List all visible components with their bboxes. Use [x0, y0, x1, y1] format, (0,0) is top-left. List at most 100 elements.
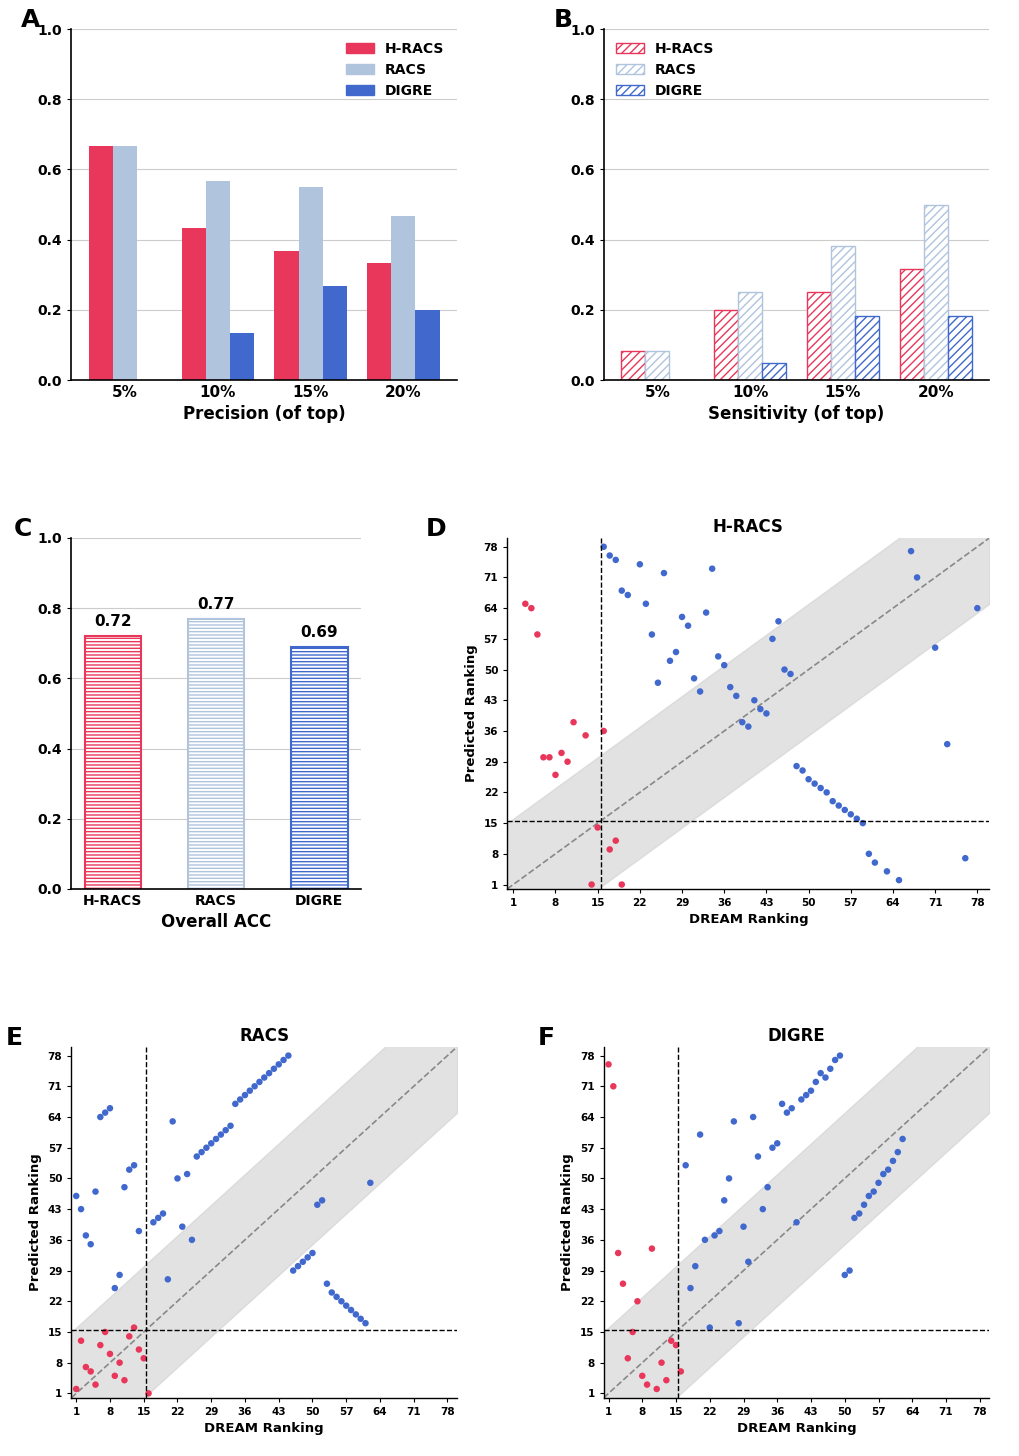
Point — [648, 1377, 664, 1401]
Point — [169, 1166, 185, 1190]
Point — [866, 850, 882, 874]
Point — [744, 1105, 760, 1128]
Y-axis label: Predicted Ranking: Predicted Ranking — [465, 645, 478, 782]
Point — [842, 802, 858, 826]
Point — [638, 1373, 654, 1396]
Point — [353, 1307, 369, 1331]
Point — [337, 1294, 354, 1318]
Point — [77, 1224, 94, 1248]
Point — [541, 745, 557, 769]
Text: F: F — [538, 1026, 554, 1050]
Point — [362, 1171, 378, 1194]
Point — [83, 1233, 99, 1257]
Point — [643, 623, 659, 646]
Point — [674, 606, 690, 629]
Point — [577, 724, 593, 747]
Point — [88, 1179, 104, 1203]
Point — [328, 1286, 344, 1309]
Point — [691, 1123, 707, 1146]
Point — [829, 794, 846, 817]
Point — [164, 1109, 180, 1133]
X-axis label: DREAM Ranking: DREAM Ranking — [688, 913, 807, 926]
Point — [92, 1105, 108, 1128]
Point — [558, 750, 575, 773]
Point — [653, 1351, 669, 1374]
Point — [102, 1096, 118, 1120]
Point — [116, 1175, 132, 1198]
Point — [83, 1360, 99, 1383]
Point — [333, 1290, 350, 1313]
Point — [619, 584, 635, 607]
Point — [121, 1325, 138, 1348]
Point — [213, 1123, 229, 1146]
Bar — [713, 310, 738, 380]
Text: B: B — [553, 9, 572, 32]
Point — [682, 1277, 698, 1300]
Point — [802, 1079, 818, 1102]
Point — [595, 536, 611, 559]
Point — [874, 1162, 891, 1185]
Point — [782, 662, 798, 686]
Point — [848, 807, 864, 830]
Point — [294, 1251, 311, 1274]
Point — [763, 1136, 780, 1159]
Y-axis label: Predicted Ranking: Predicted Ranking — [30, 1153, 42, 1291]
Bar — [830, 246, 854, 380]
X-axis label: Sensitivity (of top): Sensitivity (of top) — [708, 405, 883, 424]
Point — [613, 872, 630, 895]
Point — [751, 697, 767, 721]
Point — [763, 628, 780, 651]
Point — [768, 1131, 785, 1155]
Point — [619, 1347, 635, 1370]
Point — [826, 1048, 843, 1072]
Point — [97, 1101, 113, 1124]
Point — [323, 1281, 339, 1305]
Point — [72, 1329, 89, 1353]
Y-axis label: Predicted Ranking: Predicted Ranking — [560, 1153, 574, 1291]
Point — [300, 1246, 316, 1270]
Title: H-RACS: H-RACS — [712, 518, 783, 536]
Point — [746, 689, 762, 712]
Point — [685, 667, 701, 690]
Point — [703, 558, 719, 581]
Legend: H-RACS, RACS, DIGRE: H-RACS, RACS, DIGRE — [340, 36, 449, 103]
Point — [150, 1206, 166, 1229]
Point — [816, 1066, 833, 1089]
Point — [649, 671, 665, 695]
Point — [841, 1259, 857, 1283]
Text: D: D — [425, 517, 445, 542]
Point — [116, 1369, 132, 1392]
Point — [565, 711, 581, 734]
Point — [92, 1334, 108, 1357]
Point — [754, 1197, 770, 1220]
Legend: H-RACS, RACS, DIGRE: H-RACS, RACS, DIGRE — [610, 36, 719, 103]
Point — [247, 1075, 263, 1098]
Bar — [85, 636, 142, 890]
Point — [600, 1053, 616, 1076]
Point — [203, 1131, 219, 1155]
Point — [902, 540, 918, 563]
Point — [883, 1149, 900, 1172]
Point — [547, 763, 564, 786]
Point — [854, 811, 870, 834]
Bar — [645, 351, 668, 380]
Point — [836, 798, 852, 821]
Point — [634, 1364, 650, 1388]
Point — [125, 1153, 142, 1176]
Point — [68, 1377, 85, 1401]
Point — [523, 597, 539, 620]
Text: C: C — [13, 517, 32, 542]
Point — [583, 872, 599, 895]
Point — [757, 702, 773, 725]
Bar — [947, 316, 971, 380]
Point — [624, 1321, 640, 1344]
Point — [222, 1114, 238, 1137]
Point — [88, 1373, 104, 1396]
Point — [691, 680, 707, 703]
Point — [697, 601, 713, 625]
Point — [183, 1229, 200, 1252]
Point — [97, 1321, 113, 1344]
Point — [601, 837, 618, 860]
Point — [314, 1188, 330, 1211]
Point — [637, 593, 653, 616]
